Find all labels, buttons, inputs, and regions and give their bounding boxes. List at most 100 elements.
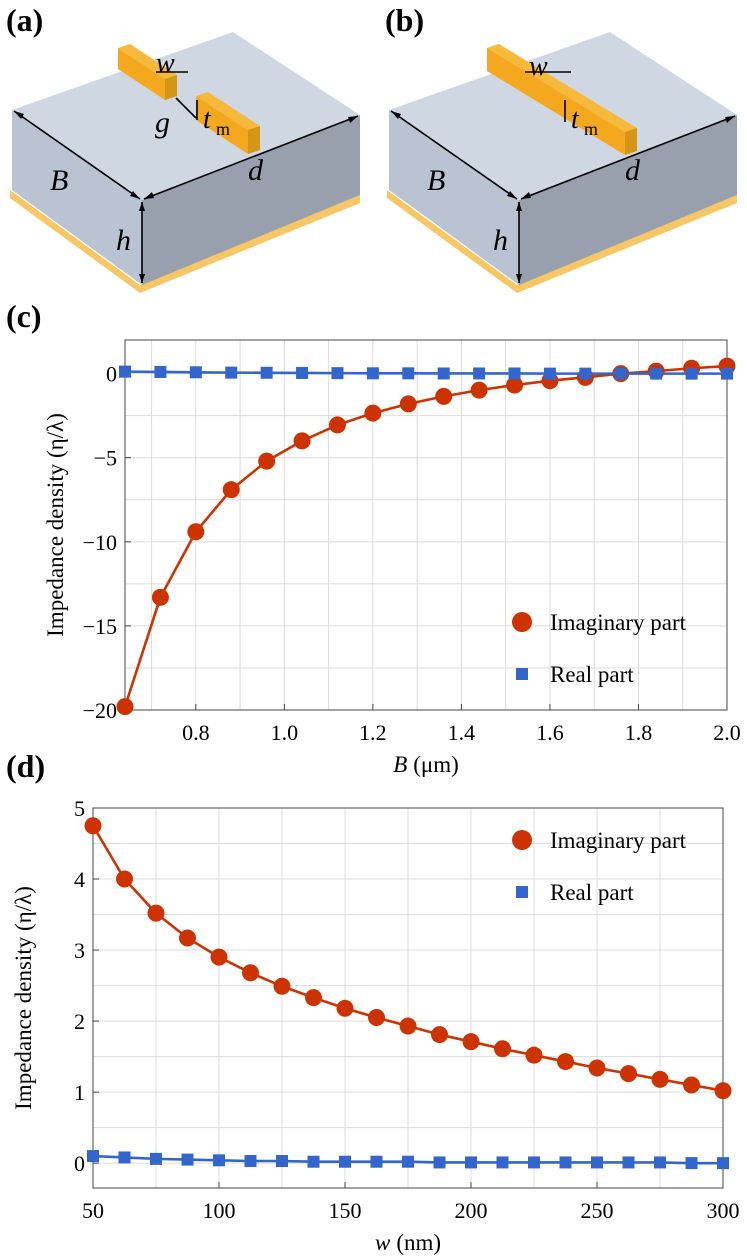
real-point <box>331 367 344 380</box>
real-point <box>685 1157 698 1170</box>
dim-t-sub-b: m <box>584 119 598 139</box>
imag-point <box>368 1009 385 1027</box>
real-point <box>654 1156 666 1169</box>
real-point <box>622 1156 635 1169</box>
real-point <box>465 1156 477 1169</box>
chart-d: 50 100 150 200 250 300 0 1 2 3 4 5 w (nm) Impedance de… <box>11 796 740 1255</box>
y-tick-label: 3 <box>74 938 85 963</box>
legend-marker-imag <box>512 830 532 850</box>
y-tick-label: 2 <box>74 1009 85 1034</box>
imag-point <box>525 1046 543 1064</box>
imag-point <box>336 999 354 1017</box>
dim-t-label-b: t <box>571 104 580 135</box>
imag-point <box>116 698 134 716</box>
real-point <box>437 367 450 380</box>
panel-label-d: (d) <box>6 748 46 784</box>
imag-point <box>588 1059 606 1077</box>
series-line-0 <box>123 364 728 708</box>
dim-h-label-b: h <box>493 224 508 257</box>
y-tick-label: 0 <box>74 1151 85 1176</box>
dim-w-label-a: w <box>156 48 175 79</box>
imag-point <box>328 416 346 434</box>
y-tick-label: 1 <box>74 1080 85 1105</box>
imag-point <box>258 452 276 470</box>
x-tick-label: 1.6 <box>536 720 564 745</box>
real-point <box>402 367 415 380</box>
x-tick-label: 200 <box>455 1198 488 1223</box>
x-tick-label: 1.0 <box>271 720 299 745</box>
x-tick-label: 1.8 <box>625 720 653 745</box>
imag-point <box>222 481 240 499</box>
imag-point <box>435 387 453 405</box>
real-point <box>508 367 521 380</box>
real-point <box>543 367 556 380</box>
legend-label-0: Imaginary part <box>550 610 687 635</box>
dim-w-label-b: w <box>529 51 548 82</box>
imag-point <box>293 432 311 450</box>
imag-point <box>305 989 322 1007</box>
legend-label-1: Real part <box>550 880 634 905</box>
imag-point <box>242 964 259 982</box>
real-point <box>579 367 592 380</box>
y-tick-label: −20 <box>83 698 117 723</box>
bar-front-b <box>487 48 625 155</box>
real-point <box>189 366 202 379</box>
bar-1-top <box>118 44 177 79</box>
legend-marker-imag <box>512 612 532 632</box>
imag-point <box>494 1040 511 1058</box>
imag-point <box>210 948 228 966</box>
x-axis-variable: w <box>375 1230 391 1255</box>
real-point <box>650 367 663 380</box>
real-point <box>685 367 698 380</box>
y-tick-label: 5 <box>74 796 85 821</box>
plot-frame <box>124 339 728 711</box>
dim-g-label-a: g <box>155 106 170 139</box>
x-axis-unit: (μm) <box>413 752 459 777</box>
y-axis-label: Impedance density (η/λ) <box>43 413 68 637</box>
imag-point <box>620 1065 637 1083</box>
real-point <box>366 367 379 380</box>
imag-point <box>187 523 205 541</box>
bar-side-b <box>625 128 637 155</box>
bar-1-front <box>118 48 165 100</box>
x-tick-label: 1.2 <box>359 720 387 745</box>
legend-marker-real <box>516 668 528 680</box>
legend-label-0: Imaginary part <box>550 828 687 853</box>
real-point <box>225 366 238 379</box>
diagram-a: w g t m B d h <box>10 32 360 293</box>
real-point <box>181 1153 194 1166</box>
imag-point <box>179 929 196 947</box>
dim-d-line-b <box>520 115 736 200</box>
imag-point <box>116 870 133 888</box>
ground-plane-a <box>10 190 360 293</box>
imag-point <box>431 1026 448 1044</box>
x-tick-label: 150 <box>329 1198 362 1223</box>
bar-2-top <box>196 92 260 130</box>
x-tick-label: 1.4 <box>448 720 476 745</box>
real-point <box>473 367 486 380</box>
imag-point <box>147 904 165 922</box>
real-point <box>496 1156 509 1169</box>
real-point <box>721 367 733 380</box>
legend-label-1: Real part <box>550 662 634 687</box>
bar-1-side <box>165 75 177 100</box>
x-tick-label: 50 <box>82 1198 104 1223</box>
y-axis-label: Impedance density (η/λ) <box>11 886 36 1110</box>
substrate-left-face-b <box>389 110 519 285</box>
bar-top-b <box>487 44 637 132</box>
dim-h-label-a: h <box>116 224 131 257</box>
x-axis-variable: B <box>393 752 407 777</box>
substrate-left-face-a <box>12 110 142 285</box>
y-tick-label: −5 <box>94 446 117 471</box>
real-point <box>244 1155 257 1168</box>
x-tick-label: 100 <box>203 1198 236 1223</box>
imag-point <box>364 404 382 422</box>
real-point <box>87 1150 99 1163</box>
x-axis-unit: (nm) <box>396 1230 441 1255</box>
x-tick-label: 300 <box>707 1198 740 1223</box>
imag-point <box>557 1053 574 1071</box>
bar-2-front <box>196 96 248 154</box>
real-point <box>433 1156 446 1169</box>
y-tick-label: 0 <box>106 362 117 387</box>
real-point <box>276 1155 288 1168</box>
